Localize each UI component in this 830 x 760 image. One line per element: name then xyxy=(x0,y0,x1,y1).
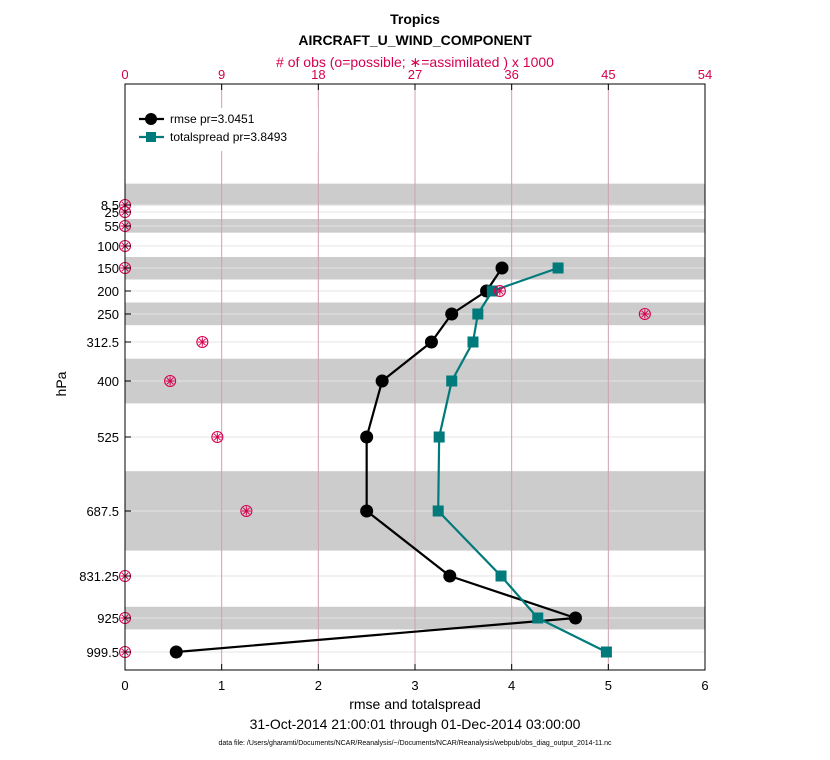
rmse-point-687.5 xyxy=(360,504,374,518)
data-file-note: data file: /Users/gharamti/Documents/NCA… xyxy=(218,740,612,747)
x-tick-label-1: 1 xyxy=(218,678,225,693)
obs-possible-circle xyxy=(164,374,177,388)
grid-lines xyxy=(125,84,705,670)
obs-assimilated-star xyxy=(242,507,250,515)
legend-label-totalspread: totalspread pr=3.8493 xyxy=(170,130,287,144)
legend-box xyxy=(133,108,318,151)
totalspread-point-400 xyxy=(446,375,458,387)
totalspread-point-687.5 xyxy=(432,505,444,517)
y-tick-label-7: 312.5 xyxy=(86,335,119,350)
top-tick-label-0: 0 xyxy=(121,67,128,82)
obs-marker-312.5 xyxy=(196,335,209,349)
top-tick-label-3: 27 xyxy=(408,67,422,82)
rmse-line xyxy=(176,267,577,654)
top-tick-label-6: 54 xyxy=(698,67,712,82)
obs-marker-250 xyxy=(638,307,651,321)
x-tick-label-2: 2 xyxy=(315,678,322,693)
legend-marker-rmse xyxy=(145,113,157,125)
y-tick-label-2: 55 xyxy=(105,219,119,234)
top-tick-label-2: 18 xyxy=(311,67,325,82)
y-axis-label: hPa xyxy=(53,371,69,396)
chart-title: Tropics xyxy=(390,11,440,27)
x-tick-label-6: 6 xyxy=(701,678,708,693)
y-tick-label-12: 925 xyxy=(97,611,119,626)
date-range: 31-Oct-2014 21:00:01 through 01-Dec-2014… xyxy=(250,716,581,732)
obs-marker-687.5 xyxy=(240,504,253,518)
legend: rmse pr=3.0451 totalspread pr=3.8493 xyxy=(133,108,318,151)
totalspread-point-999.5 xyxy=(600,646,612,658)
top-tick-label-5: 45 xyxy=(601,67,615,82)
obs-marker-200 xyxy=(493,284,506,298)
x-tick-label-4: 4 xyxy=(508,678,515,693)
rmse-point-525 xyxy=(360,430,374,444)
totalspread-point-312.5 xyxy=(467,336,479,348)
totalspread-point-150 xyxy=(552,262,564,274)
obs-possible-circle xyxy=(211,430,224,444)
totalspread-point-200 xyxy=(486,285,498,297)
y-tick-label-1: 25 xyxy=(105,205,119,220)
obs-marker-400 xyxy=(164,374,177,388)
top-tick-label-1: 9 xyxy=(218,67,225,82)
y-tick-label-9: 525 xyxy=(97,430,119,445)
axis-ticks: 0 1 2 3 4 5 60 9 18 27 36 45 548.5255510015020025031… xyxy=(79,67,712,693)
legend-marker-totalspread xyxy=(146,132,156,142)
obs-possible-circle xyxy=(240,504,253,518)
x-tick-label-0: 0 xyxy=(121,678,128,693)
y-tick-label-11: 831.25 xyxy=(79,569,119,584)
y-tick-label-4: 150 xyxy=(97,261,119,276)
totalspread-point-925 xyxy=(532,612,544,624)
chart-subtitle: AIRCRAFT_U_WIND_COMPONENT xyxy=(298,32,532,48)
top-axis-label: # of obs (o=possible; ∗=assimilated ) x … xyxy=(276,54,554,70)
totalspread-line xyxy=(437,266,607,653)
y-tick-label-5: 200 xyxy=(97,284,119,299)
data-series xyxy=(169,261,612,659)
y-tick-label-6: 250 xyxy=(97,307,119,322)
rmse-point-999.5 xyxy=(169,645,183,659)
rmse-point-400 xyxy=(375,374,389,388)
legend-label-rmse: rmse pr=3.0451 xyxy=(170,112,255,126)
obs-assimilated-star xyxy=(213,433,221,441)
obs-possible-circle xyxy=(493,284,506,298)
top-tick-label-4: 36 xyxy=(504,67,518,82)
rmse-point-312.5 xyxy=(424,335,438,349)
x-tick-label-3: 3 xyxy=(411,678,418,693)
x-tick-label-5: 5 xyxy=(605,678,612,693)
x-axis-label: rmse and totalspread xyxy=(349,696,481,712)
y-tick-label-10: 687.5 xyxy=(86,504,119,519)
rmse-point-250 xyxy=(445,307,459,321)
obs-possible-circle xyxy=(196,335,209,349)
y-tick-label-8: 400 xyxy=(97,374,119,389)
obs-assimilated-star xyxy=(198,338,206,346)
rmse-point-831.25 xyxy=(443,569,457,583)
obs-possible-circle xyxy=(638,307,651,321)
y-tick-label-13: 999.5 xyxy=(86,645,119,660)
obs-assimilated-star xyxy=(641,310,649,318)
totalspread-point-525 xyxy=(433,431,445,443)
rmse-point-925 xyxy=(568,611,582,625)
obs-assimilated-star xyxy=(166,377,174,385)
rmse-point-150 xyxy=(495,261,509,275)
obs-assimilated-star xyxy=(496,287,504,295)
totalspread-point-250 xyxy=(472,308,484,320)
obs-marker-525 xyxy=(211,430,224,444)
y-tick-label-0: 8.5 xyxy=(101,198,119,213)
y-tick-label-3: 100 xyxy=(97,239,119,254)
totalspread-point-831.25 xyxy=(495,570,507,582)
